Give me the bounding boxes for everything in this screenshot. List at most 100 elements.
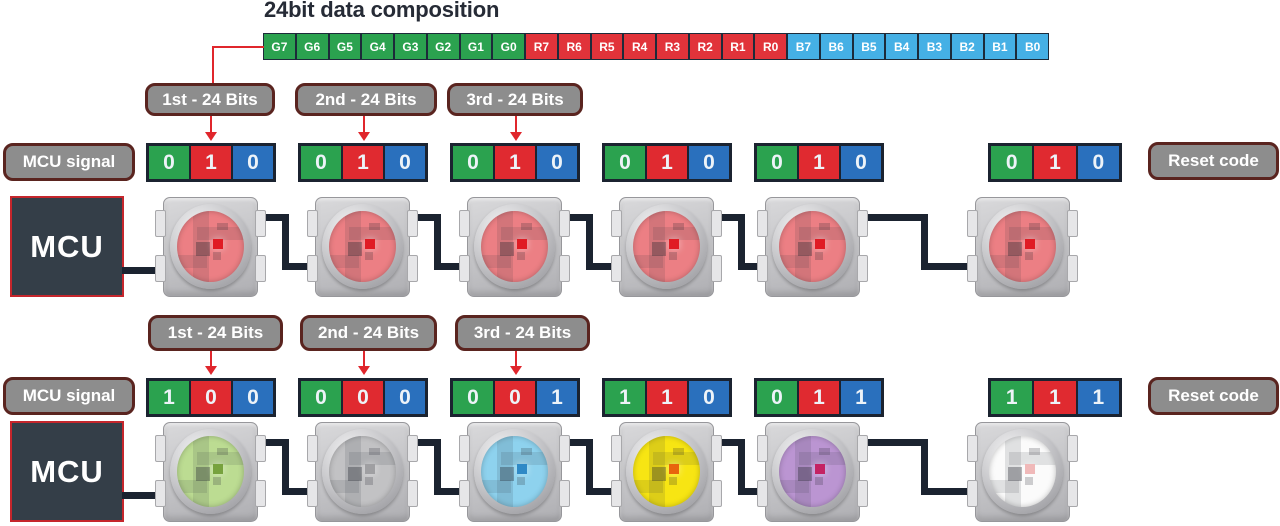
led-pad [217, 223, 229, 231]
wire-segment [560, 214, 593, 221]
wire-segment [738, 488, 769, 495]
wire-segment [921, 439, 928, 495]
wire-segment [434, 488, 471, 495]
led-pad [815, 252, 824, 261]
led-module [967, 422, 1078, 522]
led-pin [857, 255, 868, 282]
led-pin [155, 210, 166, 237]
led-pin [459, 480, 470, 507]
led-lens-ring [170, 204, 251, 289]
wire-segment [586, 488, 623, 495]
signal-bit: 1 [149, 381, 189, 414]
bit-cell-g3: G3 [395, 34, 426, 59]
led-chip [797, 242, 812, 257]
pcb-trace [497, 436, 514, 507]
bit-cell-r0: R0 [755, 34, 786, 59]
led-pin [757, 435, 768, 462]
led-pin [1067, 435, 1078, 462]
wire-segment [434, 263, 471, 270]
led-pin [559, 480, 570, 507]
led-pad [365, 252, 374, 261]
led-die [814, 464, 825, 475]
signal-bit: 0 [385, 146, 425, 179]
arrow-line [363, 116, 365, 133]
led-module [611, 422, 722, 522]
bit-cell-g7: G7 [264, 34, 295, 59]
led-lens-ring [322, 204, 403, 289]
led-chip [195, 242, 210, 257]
led-pad [815, 477, 824, 486]
wire-segment [282, 488, 319, 495]
signal-bit: 1 [647, 146, 687, 179]
led-pad [213, 252, 222, 261]
led-pin [967, 210, 978, 237]
pcb-trace [177, 255, 208, 269]
arrow-line [363, 351, 365, 367]
signal-bit: 0 [689, 146, 729, 179]
pcb-trace [497, 211, 514, 282]
pcb-trace [345, 436, 362, 507]
led-pad [521, 448, 533, 456]
bit-chunk-label-2: 2nd - 24 Bits [295, 83, 437, 116]
pcb-trace [653, 226, 700, 240]
led-die [364, 239, 375, 250]
signal-group: 0 1 1 [754, 378, 884, 417]
pcb-trace [177, 480, 208, 494]
bit-cell-r5: R5 [591, 34, 623, 59]
signal-group: 0 1 0 [298, 143, 428, 182]
led-pad [217, 448, 229, 456]
led-module [155, 197, 266, 297]
pcb-trace [349, 451, 396, 465]
led-pin [559, 435, 570, 462]
led-die [364, 464, 375, 475]
led-pin [967, 480, 978, 507]
pcb-trace [633, 255, 664, 269]
arrow-head [510, 132, 522, 141]
wire-segment [586, 214, 593, 270]
led-module [459, 197, 570, 297]
led-pin [155, 255, 166, 282]
led-lens [177, 436, 244, 507]
led-pin [711, 435, 722, 462]
arrow-head [205, 366, 217, 375]
signal-group: 1 1 0 [602, 378, 732, 417]
led-lens-ring [626, 429, 707, 514]
led-pin [407, 480, 418, 507]
led-die [668, 239, 679, 250]
led-pin [255, 480, 266, 507]
led-pin [611, 435, 622, 462]
led-lens-ring [170, 429, 251, 514]
led-pin [459, 210, 470, 237]
led-module [307, 422, 418, 522]
bit-chunk-label-3-text: 3rd - 24 Bits [466, 89, 564, 109]
arrow-head [358, 132, 370, 141]
led-chip [499, 242, 514, 257]
bit-chunk-label-1-text: 1st - 24 Bits [162, 89, 258, 109]
pcb-trace [799, 226, 846, 240]
bit-chunk-label-1-row2: 1st - 24 Bits [148, 315, 283, 351]
mcu-signal-label-row2: MCU signal [3, 377, 135, 415]
led-pad [1029, 448, 1041, 456]
led-lens [989, 211, 1056, 282]
signal-bit: 1 [1077, 381, 1119, 414]
signal-bit: 1 [343, 146, 383, 179]
wire-segment [738, 439, 745, 495]
pcb-trace [197, 226, 244, 240]
pcb-trace [197, 451, 244, 465]
signal-bit: 0 [453, 146, 493, 179]
signal-bit: 0 [191, 381, 231, 414]
pcb-trace [329, 255, 360, 269]
wire-segment [921, 488, 979, 495]
led-pin [155, 435, 166, 462]
led-lens [989, 436, 1056, 507]
led-pad [517, 252, 526, 261]
signal-bit: 0 [453, 381, 493, 414]
led-chip [651, 242, 666, 257]
wire-segment [434, 439, 441, 495]
wire-segment [712, 214, 745, 221]
led-pin [307, 255, 318, 282]
signal-bit: 0 [537, 146, 577, 179]
wire-segment [738, 263, 769, 270]
bit-chunk-label-2-row2: 2nd - 24 Bits [300, 315, 437, 351]
signal-bit: 1 [1034, 381, 1076, 414]
